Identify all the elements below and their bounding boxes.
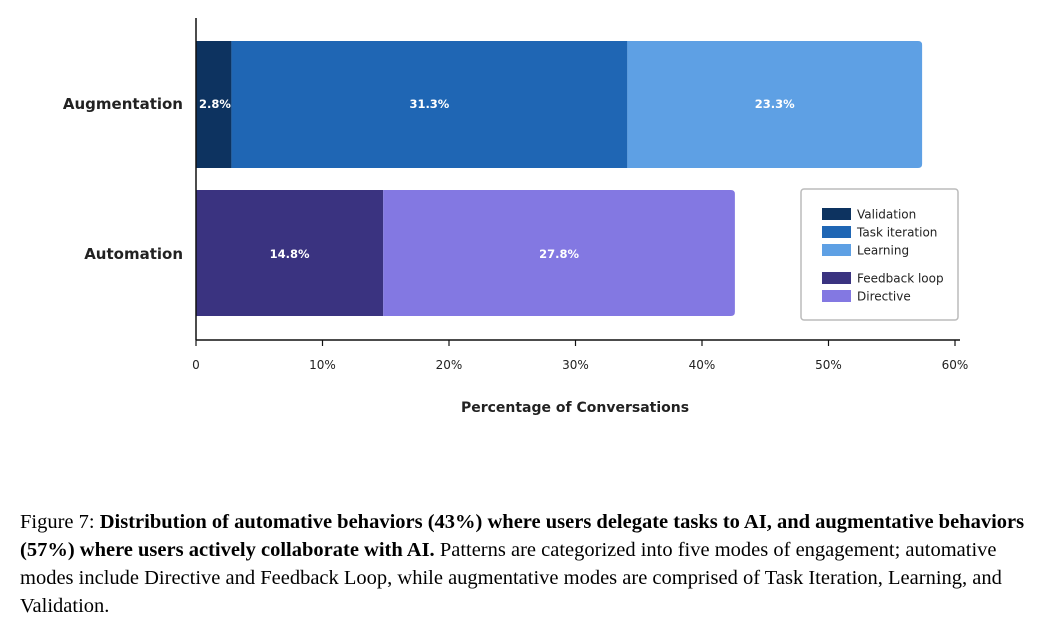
legend-swatch-feedback-loop (822, 272, 851, 284)
bar-label-validation: 2.8% (199, 97, 231, 111)
legend: Validation Task iteration Learning Feedback… (800, 188, 959, 321)
bar-label-directive: 27.8% (539, 247, 579, 261)
bar-label-task-iteration: 31.3% (409, 97, 449, 111)
caption-rest: Patterns are categorized into five modes… (20, 539, 1002, 617)
category-label-augmentation: Augmentation (63, 95, 183, 113)
legend-box (800, 188, 959, 321)
bar-label-learning: 23.3% (755, 97, 795, 111)
x-tick-label: 10% (309, 358, 336, 372)
legend-swatch-learning (822, 244, 851, 256)
x-axis-title: Percentage of Conversations (461, 400, 689, 416)
legend-label-learning: Learning (857, 244, 909, 258)
bar-feedback-loop (196, 190, 384, 316)
bar-label-feedback-loop: 14.8% (270, 247, 310, 261)
bar-validation (196, 41, 232, 168)
legend-swatch-validation (822, 208, 851, 220)
caption-prefix: Figure 7: (20, 511, 100, 533)
bar-task-iteration (231, 41, 628, 168)
category-labels-group: Augmentation Automation (63, 95, 183, 263)
bars-group (196, 41, 923, 316)
category-label-automation: Automation (84, 245, 183, 263)
x-tick-label: 50% (815, 358, 842, 372)
legend-label-validation: Validation (857, 208, 916, 222)
caption-bold: Distribution of automative behaviors (43… (20, 511, 1025, 561)
bar-learning (627, 41, 923, 168)
bar-labels-group: 2.8% 31.3% 23.3% 14.8% 27.8% (199, 97, 795, 261)
stacked-bar-chart: 2.8% 31.3% 23.3% 14.8% 27.8% 0 10% 20% 30% 40% 50… (63, 18, 968, 416)
x-tick-label: 0 (192, 358, 200, 372)
figure-caption: Figure 7: Distribution of automative beh… (20, 508, 1035, 620)
bar-directive (383, 190, 735, 316)
legend-label-directive: Directive (857, 290, 911, 304)
x-ticks-group: 0 10% 20% 30% 40% 50% 60% (192, 340, 968, 372)
legend-swatch-task-iteration (822, 226, 851, 238)
x-tick-label: 40% (689, 358, 716, 372)
x-tick-label: 30% (562, 358, 589, 372)
x-tick-label: 60% (942, 358, 969, 372)
legend-swatch-directive (822, 290, 851, 302)
legend-label-feedback-loop: Feedback loop (857, 272, 944, 286)
legend-label-task-iteration: Task iteration (856, 226, 937, 240)
x-tick-label: 20% (436, 358, 463, 372)
